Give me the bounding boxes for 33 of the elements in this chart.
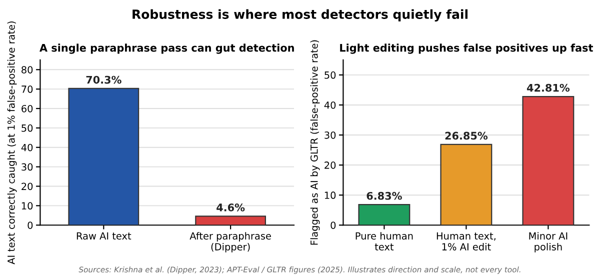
y-axis-title: AI text correctly caught (at 1% false-positive rate) [7,21,17,264]
y-tick-label: 20 [324,162,336,169]
y-tick-label: 0 [330,222,336,229]
data-label: 70.3% [86,76,122,84]
y-tick-label: 50 [324,71,336,79]
y-tick-label: 10 [22,202,33,210]
bar [522,96,574,226]
y-tick-label: 30 [324,131,336,139]
x-tick-label: Minor AI polish [529,232,568,252]
x-tick-label: Raw AI text [76,232,132,240]
y-tick-label: 80 [22,66,33,74]
y-tick-label: 40 [21,144,33,152]
chart-title: Light editing pushes false positives up fast [340,44,594,54]
y-tick-label: 60 [22,104,33,112]
y-tick-label: 20 [22,182,33,190]
bar [358,204,410,226]
chart-title: A single paraphrase pass can gut detection [40,44,294,54]
y-tick-label: 70 [22,86,33,93]
y-axis-title: Flagged as AI by GLTR (false-positive rate) [310,40,320,245]
y-tick-label: 40 [324,101,336,109]
data-label: 4.6% [216,204,245,212]
x-tick-label: Human text, 1% AI edit [436,232,496,250]
text: Robustness is where most detectors quietly fail [132,9,468,22]
y-tick-label: 0 [28,222,33,229]
x-tick-label: After paraphrase (Dipper) [190,232,271,252]
data-label: 26.85% [445,132,488,140]
data-label: 6.83% [366,192,402,200]
y-tick-label: 50 [22,124,33,132]
y-tick-label: 10 [324,192,336,199]
data-label: 42.81% [526,84,570,92]
y-tick-label: 30 [22,163,33,171]
x-tick-label: Pure human text [356,232,413,250]
bar [440,144,492,226]
